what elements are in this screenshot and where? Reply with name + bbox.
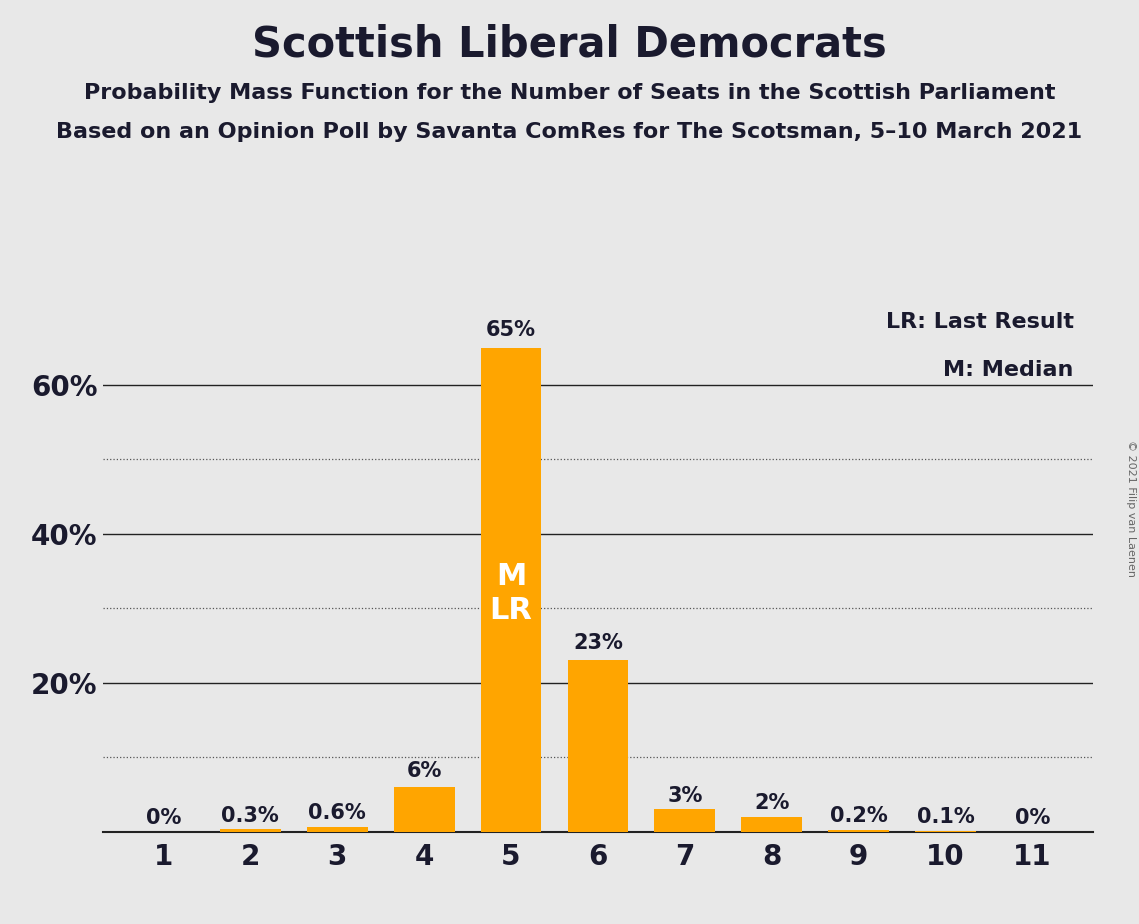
Text: M: Median: M: Median xyxy=(943,360,1074,380)
Text: 23%: 23% xyxy=(573,633,623,653)
Text: 0%: 0% xyxy=(1015,808,1050,828)
Text: 0%: 0% xyxy=(146,808,181,828)
Text: 0.2%: 0.2% xyxy=(830,807,887,826)
Text: M
LR: M LR xyxy=(490,562,533,625)
Bar xyxy=(828,830,890,832)
Bar xyxy=(481,347,541,832)
Bar xyxy=(306,827,368,832)
Text: Based on an Opinion Poll by Savanta ComRes for The Scotsman, 5–10 March 2021: Based on an Opinion Poll by Savanta ComR… xyxy=(57,122,1082,142)
Text: 3%: 3% xyxy=(667,785,703,806)
Bar xyxy=(394,787,454,832)
Bar xyxy=(741,817,802,832)
Bar xyxy=(220,830,280,832)
Bar xyxy=(567,661,629,832)
Text: 0.3%: 0.3% xyxy=(221,806,279,826)
Text: Probability Mass Function for the Number of Seats in the Scottish Parliament: Probability Mass Function for the Number… xyxy=(84,83,1055,103)
Text: © 2021 Filip van Laenen: © 2021 Filip van Laenen xyxy=(1126,440,1136,577)
Text: 2%: 2% xyxy=(754,793,789,813)
Text: 0.1%: 0.1% xyxy=(917,808,975,827)
Text: 0.6%: 0.6% xyxy=(309,803,366,823)
Text: 65%: 65% xyxy=(486,321,536,340)
Text: Scottish Liberal Democrats: Scottish Liberal Democrats xyxy=(252,23,887,65)
Bar xyxy=(655,809,715,832)
Text: 6%: 6% xyxy=(407,761,442,781)
Text: LR: Last Result: LR: Last Result xyxy=(886,311,1074,332)
